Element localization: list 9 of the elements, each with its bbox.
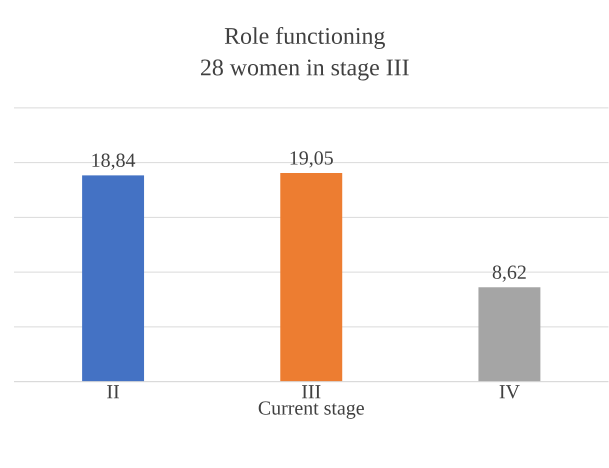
x-axis-title: Current stage	[258, 402, 364, 420]
data-label: 19,05	[290, 151, 333, 168]
x-tick-label: II	[107, 385, 120, 398]
x-tick-label: III	[302, 385, 320, 398]
data-label: 8,62	[492, 266, 526, 282]
chart-subtitle: 28 women in stage III	[200, 60, 409, 81]
data-label: 18,84	[92, 154, 136, 170]
x-tick-label: IV	[500, 385, 520, 399]
chart-title: Role functioning	[224, 27, 385, 50]
